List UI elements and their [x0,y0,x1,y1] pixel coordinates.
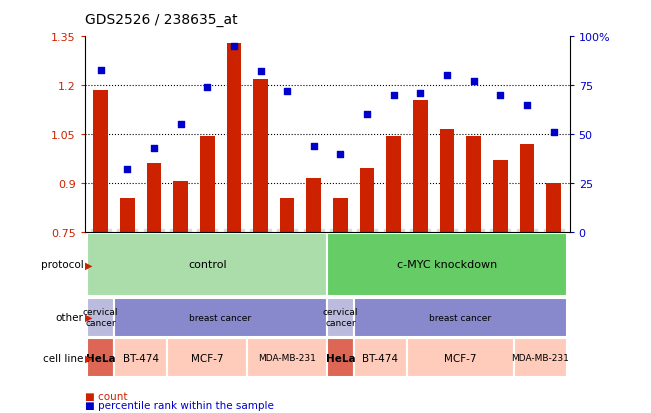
Text: MDA-MB-231: MDA-MB-231 [258,353,316,362]
Bar [114,298,327,337]
Text: c-MYC knockdown: c-MYC knockdown [397,260,497,270]
Bar [227,44,241,232]
Point [282,88,292,95]
Bar [413,101,428,232]
Text: ▶: ▶ [85,260,93,270]
Point [469,79,479,85]
Point [148,145,159,152]
Text: control: control [188,260,227,270]
Text: GDS2526 / 238635_at: GDS2526 / 238635_at [85,13,237,27]
Text: protocol: protocol [40,260,83,270]
Bar [120,198,135,232]
Text: cell line: cell line [43,353,83,363]
Point [96,67,106,74]
Point [362,112,372,119]
Bar [333,198,348,232]
Bar [407,338,514,377]
Point [495,93,506,99]
Bar [307,178,321,232]
Point [442,73,452,79]
Point [415,90,426,97]
Bar [353,338,407,377]
Bar [327,338,353,377]
Bar [173,182,188,232]
Bar [546,183,561,232]
Bar [200,136,215,232]
Text: ▶: ▶ [85,353,93,363]
Bar [146,164,161,232]
Bar [87,233,327,296]
Point [335,151,346,157]
Point [522,102,533,109]
Bar [353,298,567,337]
Bar [253,79,268,232]
Point [175,122,186,128]
Bar [280,198,294,232]
Text: HeLa: HeLa [86,353,115,363]
Text: MDA-MB-231: MDA-MB-231 [512,353,569,362]
Text: ■ count: ■ count [85,392,127,401]
Bar [87,298,114,337]
Point [255,69,266,76]
Point [389,93,399,99]
Text: MCF-7: MCF-7 [191,353,223,363]
Text: breast cancer: breast cancer [429,313,492,322]
Point [229,44,239,50]
Text: BT-474: BT-474 [122,353,159,363]
Text: cervical
cancer: cervical cancer [323,308,358,327]
Bar [519,145,534,232]
Text: cervical
cancer: cervical cancer [83,308,118,327]
Bar [167,338,247,377]
Text: HeLa: HeLa [326,353,355,363]
Bar [439,130,454,232]
Bar [327,233,567,296]
Text: ▶: ▶ [85,313,93,323]
Text: MCF-7: MCF-7 [444,353,477,363]
Bar [247,338,327,377]
Bar [514,338,567,377]
Bar [87,338,114,377]
Bar [327,298,353,337]
Text: BT-474: BT-474 [363,353,398,363]
Bar [114,338,167,377]
Text: ■ percentile rank within the sample: ■ percentile rank within the sample [85,400,273,410]
Text: breast cancer: breast cancer [189,313,251,322]
Bar [360,169,374,232]
Text: other: other [55,313,83,323]
Bar [466,136,481,232]
Bar [387,136,401,232]
Bar [493,161,508,232]
Point [548,129,559,136]
Point [122,166,132,173]
Bar [93,91,108,232]
Point [309,143,319,150]
Point [202,85,212,91]
